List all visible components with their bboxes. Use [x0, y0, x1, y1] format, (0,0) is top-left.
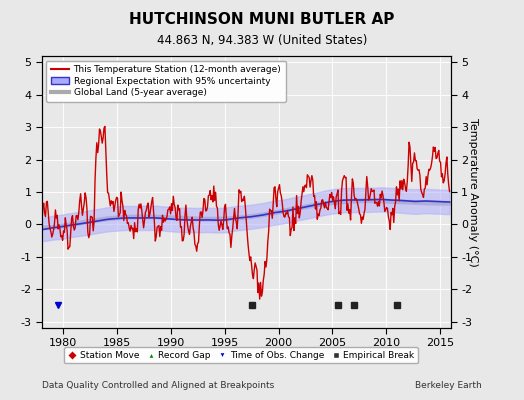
- Legend: This Temperature Station (12-month average), Regional Expectation with 95% uncer: This Temperature Station (12-month avera…: [47, 60, 286, 102]
- Text: Data Quality Controlled and Aligned at Breakpoints: Data Quality Controlled and Aligned at B…: [42, 381, 274, 390]
- Legend: Station Move, Record Gap, Time of Obs. Change, Empirical Break: Station Move, Record Gap, Time of Obs. C…: [64, 347, 418, 364]
- Y-axis label: Temperature Anomaly (°C): Temperature Anomaly (°C): [468, 118, 478, 266]
- Text: 44.863 N, 94.383 W (United States): 44.863 N, 94.383 W (United States): [157, 34, 367, 47]
- Text: HUTCHINSON MUNI BUTLER AP: HUTCHINSON MUNI BUTLER AP: [129, 12, 395, 27]
- Text: Berkeley Earth: Berkeley Earth: [416, 381, 482, 390]
